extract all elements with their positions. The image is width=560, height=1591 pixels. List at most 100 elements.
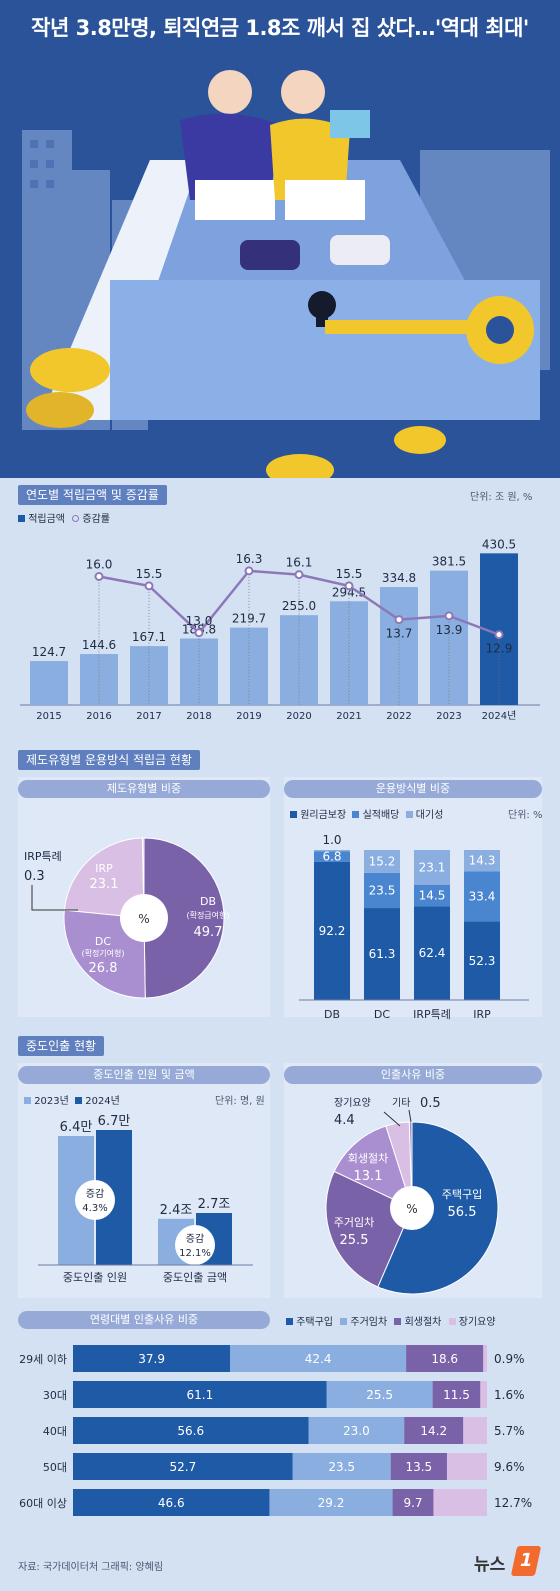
reasons-title: 인출사유 비중	[284, 1066, 542, 1084]
value-2024: 2.7조	[198, 1197, 231, 1212]
change-label: 증감	[186, 1233, 204, 1245]
reason-care-value: 4.4	[334, 1113, 355, 1128]
growth-point	[494, 630, 504, 640]
reason-rent-label: 주거임차	[334, 1216, 374, 1229]
legend-buy: 주택구입	[296, 1317, 333, 1328]
stack-IRP-0	[464, 921, 500, 1000]
legend-swatch-line	[72, 515, 80, 522]
age-seg-value: 61.1	[186, 1388, 213, 1402]
bar-2017	[130, 646, 168, 705]
age-care-value: 9.6%	[494, 1460, 525, 1474]
reason-slice-1	[325, 1170, 413, 1288]
bar-2022	[380, 587, 418, 705]
x-tick-label: 2019	[236, 711, 261, 722]
plan-slice-0	[143, 837, 225, 999]
legend-swatch-rent	[340, 1318, 348, 1325]
growth-value-label: 16.1	[286, 556, 313, 570]
growth-value-label: 13.7	[386, 627, 413, 641]
stack-DC-2	[364, 850, 400, 873]
value-2023: 6.4만	[60, 1120, 93, 1135]
legend-rent: 주거임차	[350, 1317, 388, 1328]
withdrawals-legend: 2023년 2024년	[24, 1092, 120, 1107]
legend-standby: 대기성	[415, 810, 444, 821]
x-tick-label: 2018	[186, 711, 211, 722]
age-seg-3-3	[446, 1453, 487, 1480]
stack-value-label: 23.1	[419, 860, 446, 874]
age-seg-value: 29.2	[318, 1496, 345, 1510]
section2-title: 제도유형별 운용방식 적립금 현황	[18, 750, 201, 770]
age-seg-value: 56.6	[177, 1424, 204, 1438]
growth-value-label: 13.0	[186, 614, 213, 628]
headline: 작년 3.8만명, 퇴직연금 1.8조 깨서 집 샀다…'역대 최대'	[31, 16, 529, 40]
chart-operation-stacked: 92.2 6.8 1.0 DB 61.3 23.5 15.2 DC 62.4 14.5 23.1 IR…	[299, 833, 529, 1021]
legend-swatch-rehab	[394, 1318, 402, 1325]
hero-illustration: 작년 3.8만명, 퇴직연금 1.8조 깨서 집 샀다…'역대 최대'	[0, 0, 560, 478]
slice-irp-special-value: 0.3	[24, 869, 45, 884]
age-label: 50대	[43, 1461, 67, 1474]
x-tick-label: 2016	[86, 711, 111, 722]
stack-value-label: 1.0	[322, 833, 341, 847]
bar-value-label: 219.7	[232, 612, 266, 626]
stack-value-label: 14.3	[469, 854, 496, 868]
change-circle	[75, 1180, 115, 1220]
reason-rehab-label: 회생절차	[348, 1152, 388, 1165]
stack-value-label: 62.4	[419, 946, 446, 960]
reason-rehab-value: 13.1	[354, 1169, 383, 1184]
age-seg-value: 46.6	[158, 1496, 185, 1510]
age-seg-2-1	[308, 1417, 405, 1444]
reason-etc-value: 0.5	[420, 1096, 441, 1111]
legend-2023: 2023년	[34, 1096, 69, 1107]
bar-2020	[280, 615, 318, 705]
section3-unit: 단위: 명, 원	[215, 1096, 265, 1107]
slice-db-value: 49.7	[194, 925, 223, 940]
legend-swatch-performance	[352, 811, 360, 818]
reason-care-label: 장기요양	[334, 1097, 371, 1109]
x-tick-label: 2015	[36, 711, 61, 722]
age-seg-1-0	[73, 1381, 327, 1408]
source-credit: 자료: 국가데이터처 그래픽: 양혜림	[18, 1562, 164, 1573]
age-seg-4-2	[392, 1489, 434, 1516]
growth-value-label: 13.9	[436, 623, 463, 637]
age-seg-value: 25.5	[366, 1388, 393, 1402]
legend-swatch-care	[448, 1318, 456, 1325]
growth-point	[194, 628, 204, 638]
age-seg-4-0	[73, 1489, 270, 1516]
plan-type-title: 제도유형별 비중	[18, 780, 270, 798]
stack-IRP-2	[464, 850, 500, 872]
age-care-value: 12.7%	[494, 1496, 532, 1510]
bar-value-label: 334.8	[382, 571, 416, 585]
age-seg-1-2	[432, 1381, 481, 1408]
age-seg-3-1	[292, 1453, 391, 1480]
stack-IRP특례-1	[414, 884, 450, 907]
news1-logo-badge: 1	[510, 1546, 542, 1576]
slice-db-label: DB	[200, 895, 216, 908]
bar-2018	[180, 638, 218, 705]
stack-DB-0	[314, 861, 350, 1000]
growth-point	[94, 572, 104, 581]
growth-value-label: 16.0	[86, 558, 113, 572]
legend-bar-label: 적립금액	[28, 514, 65, 525]
care-leader	[383, 1111, 401, 1127]
bar-2015	[30, 661, 68, 705]
age-seg-value: 13.5	[405, 1460, 432, 1474]
news1-logo-text: 뉴스	[474, 1555, 506, 1575]
age-seg-4-1	[269, 1489, 393, 1516]
age-seg-4-3	[433, 1489, 487, 1516]
chart-plan-type-pie: % DB (확정급여형) 49.7 DC(확정기여형) 26.8 IRP 23.1 IRP특례 0…	[24, 837, 230, 999]
bar-value-label: 144.6	[82, 638, 116, 652]
stack-value-label: 52.3	[469, 954, 496, 968]
bar-2021	[330, 601, 368, 705]
section3-title: 중도인출 현황	[18, 1036, 105, 1056]
age-seg-2-0	[73, 1417, 309, 1444]
reason-slice-0	[377, 1121, 499, 1295]
bar-value-label: 124.7	[32, 645, 66, 659]
etc-leader	[408, 1109, 412, 1123]
plan-center-label: %	[138, 912, 149, 926]
x-tick-label: IRP특례	[413, 1008, 451, 1021]
age-seg-value: 18.6	[431, 1352, 458, 1366]
stack-value-label: 15.2	[369, 854, 396, 868]
reason-rent-value: 25.5	[340, 1233, 369, 1248]
stack-DB-1	[314, 851, 350, 862]
age-care-value: 0.9%	[494, 1352, 525, 1366]
